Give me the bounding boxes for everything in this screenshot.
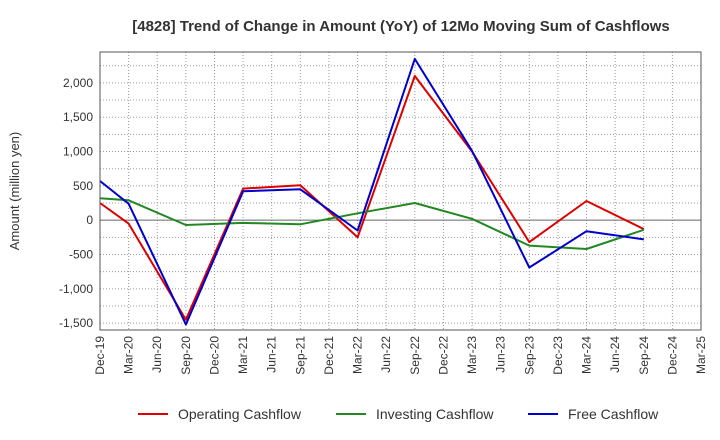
y-tick-label: 1,000 <box>63 145 93 159</box>
x-tick-label: Jun-21 <box>265 336 279 373</box>
y-tick-label: 1,500 <box>63 110 93 124</box>
x-tick-label: Jun-22 <box>379 336 393 373</box>
plot-frame <box>99 51 702 331</box>
y-tick-label: 2,000 <box>63 76 93 90</box>
x-tick-label: Sep-20 <box>179 336 193 375</box>
chart-title: [4828] Trend of Change in Amount (YoY) o… <box>132 18 670 35</box>
series-lines <box>99 57 645 326</box>
x-tick-label: Mar-24 <box>580 336 594 374</box>
x-tick-label: Dec-21 <box>322 336 336 375</box>
x-tick-label: Mar-23 <box>465 336 479 374</box>
x-tick-label: Dec-22 <box>436 336 450 375</box>
y-tick-label: -1,500 <box>59 316 93 330</box>
y-tick-label: 0 <box>86 213 93 227</box>
x-tick-label: Jun-24 <box>608 336 622 373</box>
x-tick-label: Dec-23 <box>551 336 565 375</box>
legend-label: Free Cashflow <box>568 406 659 422</box>
legend-label: Operating Cashflow <box>178 406 302 422</box>
x-tick-label: Dec-24 <box>665 336 679 375</box>
y-tick-label: -500 <box>69 247 93 261</box>
x-tick-label: Dec-20 <box>207 336 221 375</box>
y-tick-labels: -1,500 -1,000 -500 0 500 1,000 1,500 2,000 <box>59 76 93 330</box>
y-tick-label: -1,000 <box>59 282 93 296</box>
series-line-investing-cashflow <box>99 197 645 250</box>
y-tick-label: 500 <box>73 179 93 193</box>
x-tick-label: Mar-22 <box>351 336 365 374</box>
grid-lines <box>99 52 702 330</box>
x-tick-label: Sep-22 <box>408 336 422 375</box>
legend-label: Investing Cashflow <box>376 406 494 422</box>
x-tick-label: Jun-20 <box>150 336 164 373</box>
x-tick-label: Mar-21 <box>236 336 250 374</box>
x-tick-label: Sep-21 <box>293 336 307 375</box>
legend: Operating Cashflow Investing Cashflow Free… <box>138 406 659 422</box>
x-tick-labels: Dec-19 Mar-20 Jun-20 Sep-20 Dec-20 Mar-21 Jun-… <box>93 336 708 375</box>
series-line-operating-cashflow <box>99 75 645 321</box>
y-axis-label: Amount (million yen) <box>7 132 22 251</box>
x-tick-label: Jun-23 <box>494 336 508 373</box>
series-line-free-cashflow <box>99 57 644 326</box>
x-tick-label: Mar-25 <box>694 336 708 374</box>
x-tick-label: Dec-19 <box>93 336 107 375</box>
x-tick-label: Sep-24 <box>637 336 651 375</box>
x-tick-label: Mar-20 <box>122 336 136 374</box>
x-tick-label: Sep-23 <box>522 336 536 375</box>
